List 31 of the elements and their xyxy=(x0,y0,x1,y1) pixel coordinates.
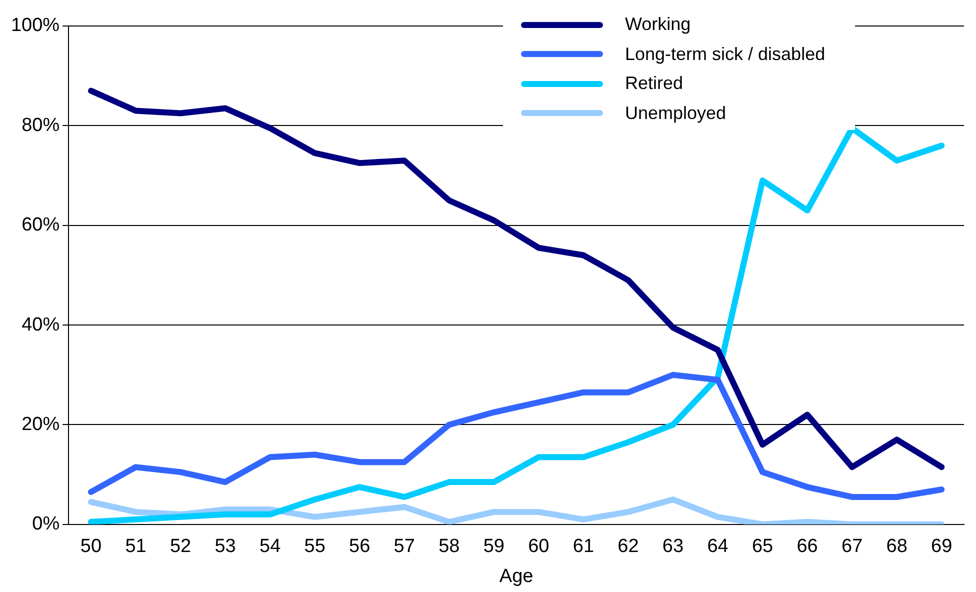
x-tick-label: 54 xyxy=(259,536,282,558)
y-tick-label: 0% xyxy=(32,514,60,535)
x-tick-label: 61 xyxy=(572,536,594,558)
legend-label: Long-term sick / disabled xyxy=(625,44,826,65)
x-tick-label: 66 xyxy=(796,536,818,558)
y-tick-label: 80% xyxy=(22,114,60,136)
y-tick-label: 60% xyxy=(22,214,60,236)
x-tick-label: 51 xyxy=(125,536,146,558)
y-tick-label: 100% xyxy=(10,15,60,36)
x-tick-label: 67 xyxy=(842,536,863,558)
x-tick-label: 55 xyxy=(304,536,326,558)
x-tick-label: 60 xyxy=(528,536,550,558)
legend-label: Working xyxy=(625,14,691,36)
legend-label: Retired xyxy=(625,73,684,94)
x-tick-label: 50 xyxy=(80,536,102,558)
x-tick-label: 64 xyxy=(707,536,729,558)
x-tick-label: 53 xyxy=(214,536,236,558)
legend-label: Unemployed xyxy=(625,102,726,124)
x-tick-label: 69 xyxy=(931,536,952,558)
x-tick-label: 56 xyxy=(349,536,370,558)
y-tick-label: 20% xyxy=(22,414,60,435)
x-tick-label: 57 xyxy=(394,536,415,558)
x-tick-label: 58 xyxy=(438,536,460,558)
x-tick-label: 62 xyxy=(618,536,639,558)
x-axis-title: Age xyxy=(499,566,534,587)
x-tick-label: 59 xyxy=(483,536,504,558)
x-tick-label: 68 xyxy=(886,536,908,558)
x-tick-label: 52 xyxy=(170,536,192,558)
x-tick-label: 65 xyxy=(752,536,774,558)
y-tick-label: 40% xyxy=(22,314,60,336)
x-tick-label: 63 xyxy=(662,536,684,558)
